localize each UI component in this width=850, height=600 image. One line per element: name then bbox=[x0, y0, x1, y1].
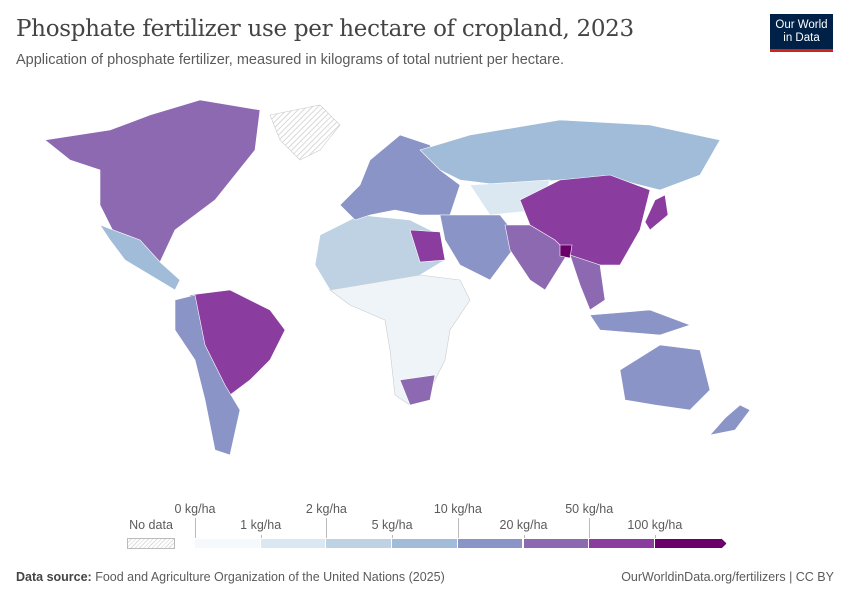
legend-tick-label: 100 kg/ha bbox=[627, 518, 683, 532]
legend-bin[interactable] bbox=[457, 538, 524, 549]
legend-tick-label: 50 kg/ha bbox=[565, 502, 614, 516]
region-china[interactable] bbox=[519, 174, 651, 266]
data-source: Data source: Food and Agriculture Organi… bbox=[16, 570, 445, 584]
region-russia[interactable] bbox=[419, 119, 721, 191]
legend-tick bbox=[326, 518, 328, 538]
region-west-south-america[interactable] bbox=[174, 294, 241, 456]
logo-line2: in Data bbox=[783, 32, 820, 44]
logo-line1: Our World bbox=[775, 19, 828, 31]
region-australia[interactable] bbox=[619, 344, 711, 411]
region-japan[interactable] bbox=[644, 194, 669, 231]
owid-logo[interactable]: Our World in Data bbox=[770, 14, 833, 52]
legend-bin[interactable] bbox=[654, 538, 727, 549]
region-bangladesh[interactable] bbox=[559, 244, 573, 259]
legend-tick-label: 2 kg/ha bbox=[305, 502, 347, 516]
source-text: Food and Agriculture Organization of the… bbox=[95, 570, 445, 584]
chart-subtitle: Application of phosphate fertilizer, mea… bbox=[16, 52, 565, 68]
source-label: Data source: bbox=[16, 570, 92, 584]
legend-tick-label: 5 kg/ha bbox=[371, 518, 413, 532]
legend-tick bbox=[457, 518, 459, 538]
legend-bin[interactable] bbox=[392, 538, 458, 549]
region-southeast-asia[interactable] bbox=[569, 254, 606, 311]
chart-title: Phosphate fertilizer use per hectare of … bbox=[16, 16, 634, 42]
legend-tick bbox=[589, 518, 591, 538]
region-new-zealand[interactable] bbox=[709, 404, 751, 436]
legend-tick-label: 1 kg/ha bbox=[240, 518, 282, 532]
legend-bin[interactable] bbox=[260, 538, 327, 549]
no-data-label: No data bbox=[129, 518, 173, 532]
legend-tick bbox=[654, 535, 656, 538]
region-middle-east[interactable] bbox=[439, 214, 521, 281]
legend-tick bbox=[392, 535, 394, 538]
region-greenland[interactable] bbox=[269, 104, 341, 161]
legend-bin[interactable] bbox=[589, 538, 655, 549]
region-central-america[interactable] bbox=[99, 224, 181, 291]
legend-tick-label: 20 kg/ha bbox=[499, 518, 548, 532]
no-data-swatch bbox=[127, 538, 175, 549]
legend-tick-label: 10 kg/ha bbox=[433, 502, 482, 516]
legend-tick-label: 0 kg/ha bbox=[174, 502, 216, 516]
region-south-africa[interactable] bbox=[399, 374, 436, 406]
region-egypt[interactable] bbox=[409, 229, 446, 263]
legend-tick bbox=[195, 518, 196, 538]
region-indonesia[interactable] bbox=[589, 309, 691, 336]
region-sub-saharan-africa[interactable] bbox=[329, 274, 471, 406]
source-link[interactable]: OurWorldinData.org/fertilizers | CC BY bbox=[621, 570, 834, 584]
legend-bin[interactable] bbox=[326, 538, 393, 549]
world-map[interactable] bbox=[0, 90, 850, 470]
legend-bin[interactable] bbox=[523, 538, 590, 549]
legend-tick bbox=[260, 535, 262, 538]
legend-bin[interactable] bbox=[195, 538, 261, 549]
legend-tick bbox=[523, 535, 525, 538]
region-north-america[interactable] bbox=[44, 99, 261, 263]
